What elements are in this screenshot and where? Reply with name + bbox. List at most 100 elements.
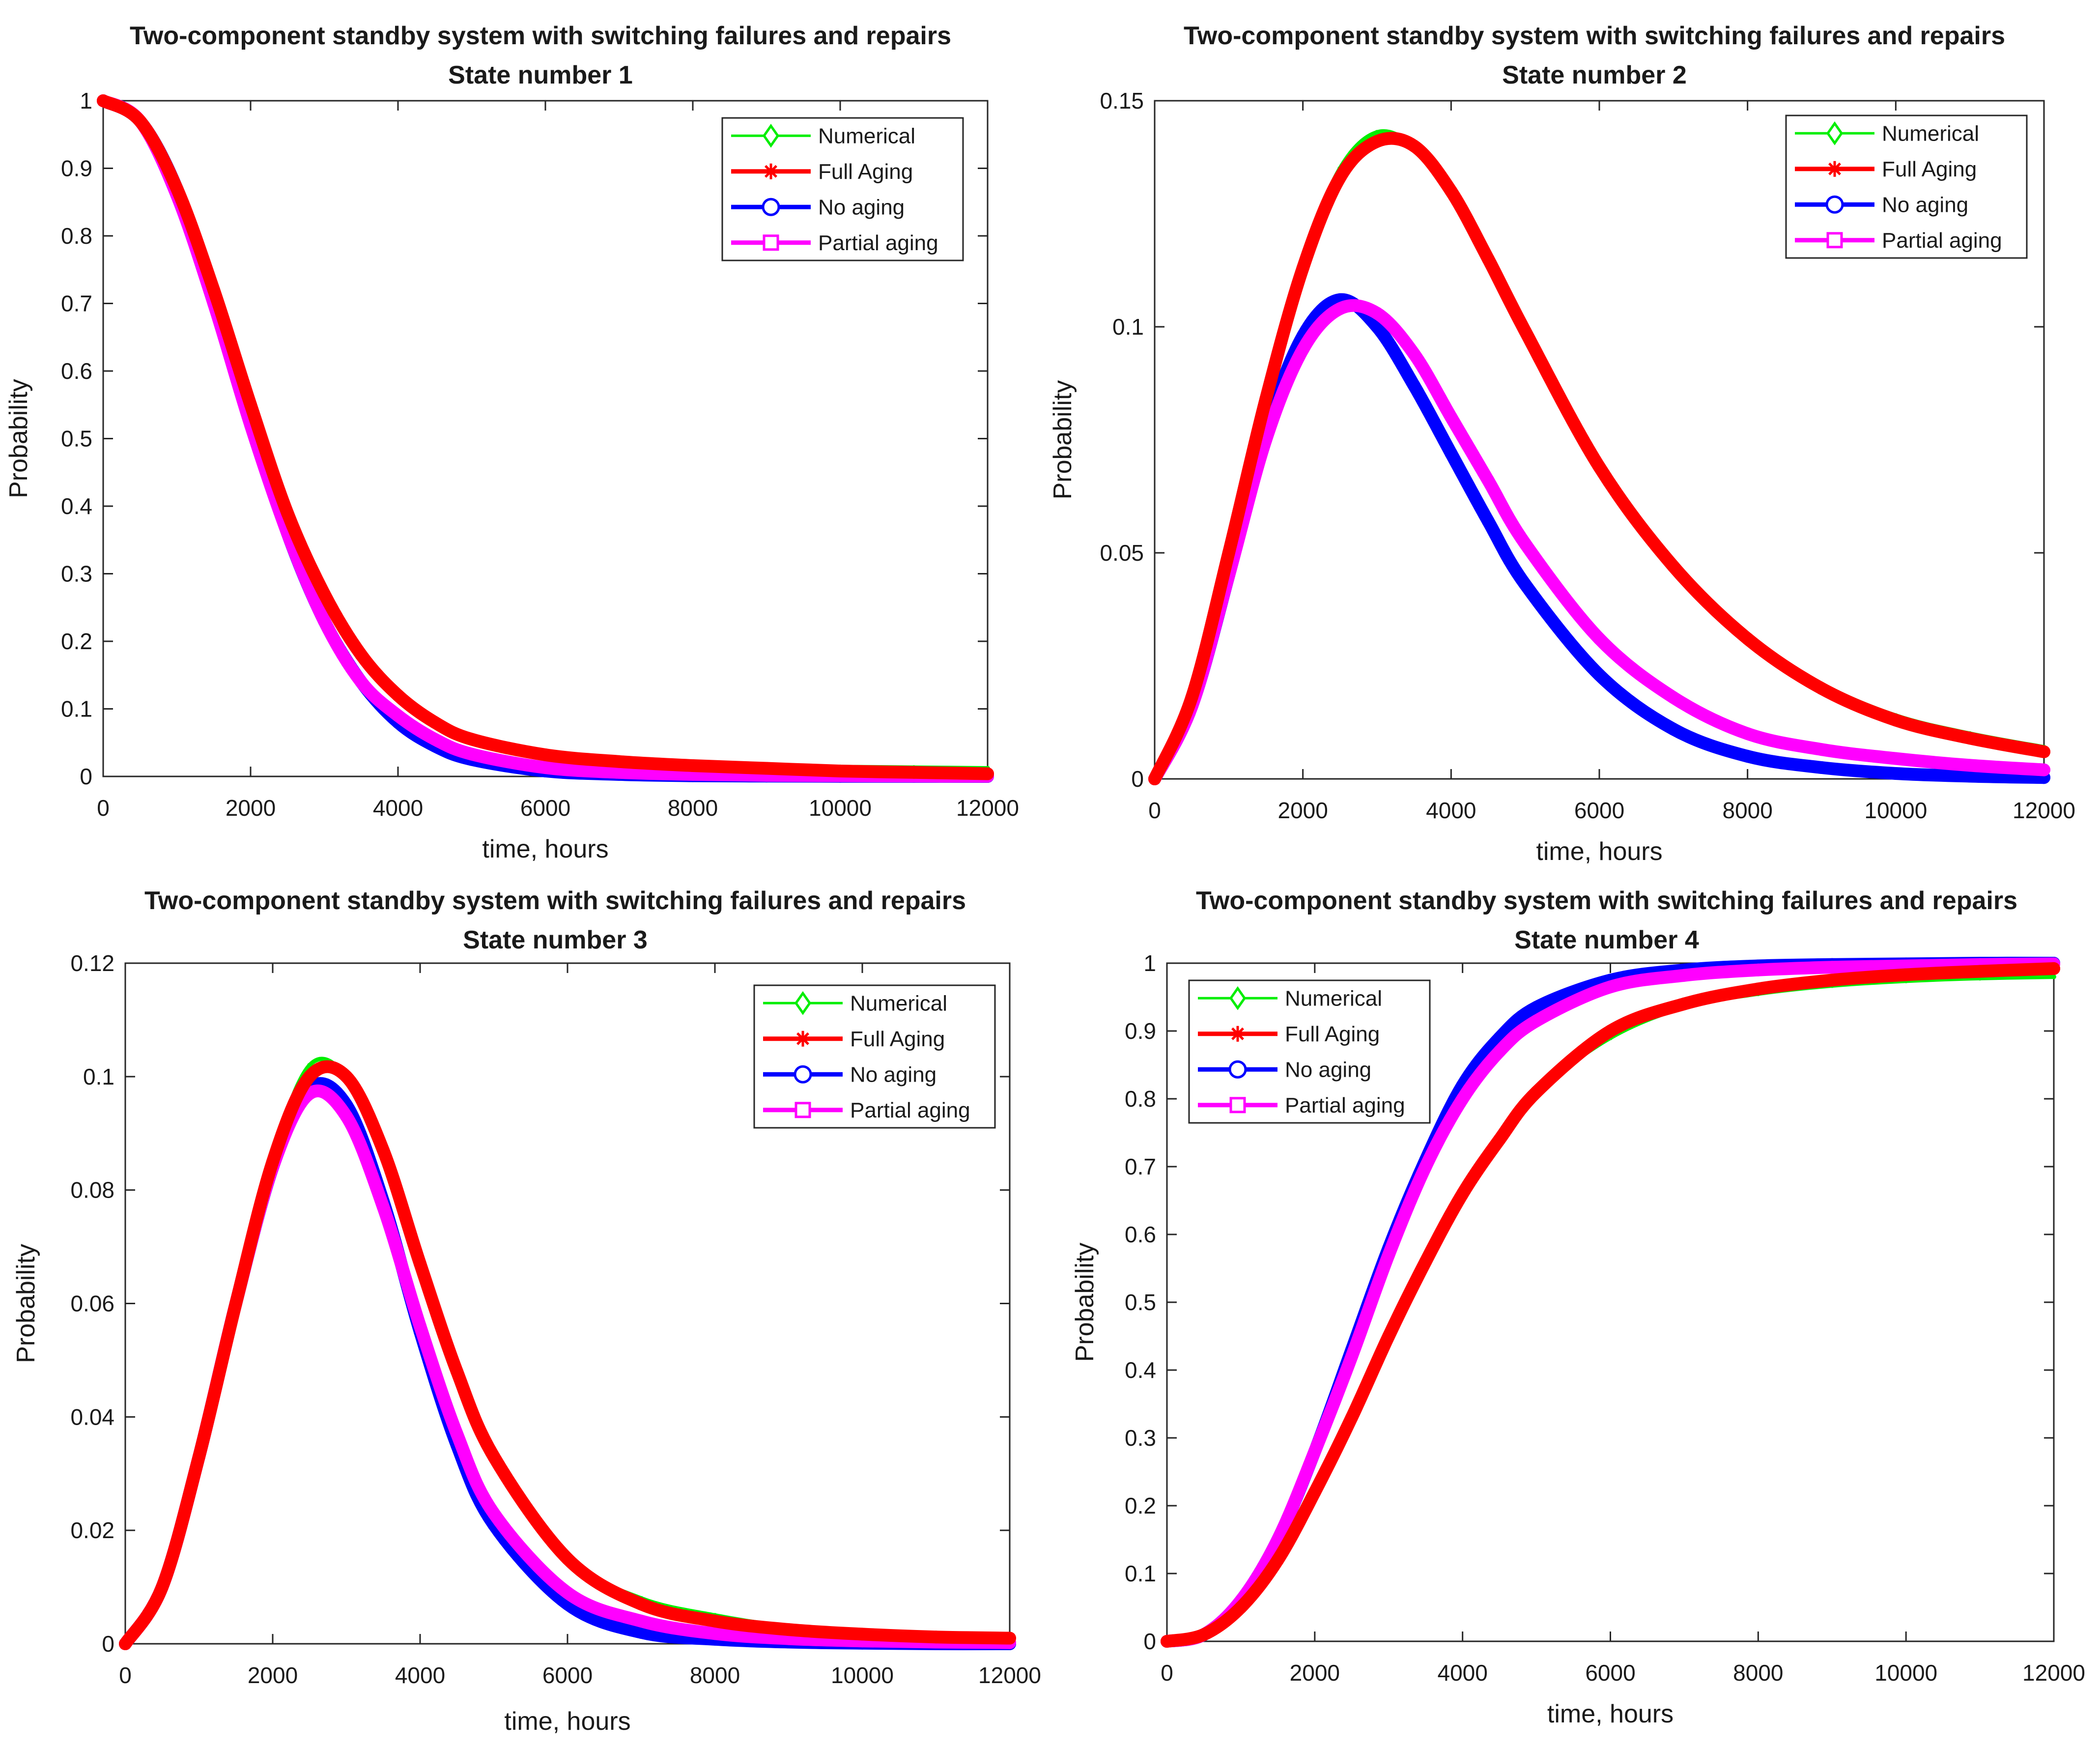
panel-a-legend: Numerical Full Aging No aging Partial aging [721,117,964,261]
panel-b-series [1148,129,2050,785]
panel-b-title: Two-component standby system with switch… [1184,22,2005,50]
x-tick-label: 12000 [2022,1660,2085,1686]
data-point [1419,1160,1432,1173]
data-point [392,689,404,702]
data-point [1308,1486,1321,1499]
y-tick-label: 0.1 [1125,1561,1156,1586]
data-point [377,1144,390,1157]
data-point [1889,714,1902,727]
data-point [635,1626,648,1639]
data-point [1741,727,1754,740]
data-point [355,675,368,688]
data-point [1963,732,1977,745]
panel-b-plot: 0 2000 4000 6000 8000 10000 12000 0 0.05 0.1 0.15 t… [1049,88,2075,866]
data-point [930,1631,942,1644]
x-tick-label: 6000 [1574,798,1624,823]
x-tick-label: 2000 [1277,798,1328,823]
data-point [1530,1086,1543,1099]
y-tick-label: 0.6 [61,358,92,384]
data-point [134,114,146,128]
panel-b-legend: Numerical Full Aging No aging Partial aging [1785,114,2028,259]
x-tick-label: 2000 [248,1662,298,1688]
data-point [1382,1330,1395,1343]
data-point [2038,745,2050,758]
data-point [1374,130,1380,135]
legend-marker-asterisk [1827,161,1843,177]
data-point [487,1507,500,1520]
data-point [1197,1628,1211,1641]
y-tick-label: 0.05 [1100,540,1144,566]
x-axis-label: time, hours [504,1707,630,1736]
y-tick-label: 0.4 [61,493,92,519]
x-tick-label: 4000 [1437,1660,1487,1686]
legend-marker-square [1826,232,1843,249]
data-point [1296,343,1309,356]
data-point [1445,411,1458,424]
x-tick-label: 2000 [226,795,276,821]
data-point [414,1257,426,1270]
data-point [1519,537,1532,550]
data-point [1667,691,1680,704]
data-point [709,1627,721,1640]
data-point [1407,347,1420,361]
legend-label: No aging [850,1062,936,1087]
data-point [428,716,441,729]
panel-a-plot: 0 2000 4000 6000 8000 10000 12000 0 0.1 0.2 0.3 0.4… [4,88,1019,863]
y-tick-label: 0.9 [61,156,92,181]
x-tick-label: 10000 [1874,1660,1937,1686]
data-point [1963,759,1977,772]
data-point [1741,750,1754,763]
data-point [1825,973,1839,987]
data-point [908,766,920,779]
y-tick-label: 0.5 [1125,1289,1156,1315]
legend-label: Numerical [1882,121,1979,145]
x-tick-label: 6000 [520,795,570,821]
data-point [1604,980,1617,994]
panel-a-subtitle: State number 1 [448,61,633,89]
y-tick-label: 0.9 [1125,1018,1156,1044]
legend-label: Partial aging [818,231,938,255]
panel-c: Two-component standby system with switch… [12,887,1041,1736]
data-point [318,614,331,628]
data-point [1445,185,1458,198]
panel-d-plot: 0 2000 4000 6000 8000 10000 12000 0 0.1 0.2 0.3 0.4… [1071,950,2085,1728]
panel-d: Two-component standby system with switch… [1071,887,2085,1728]
data-point [613,755,625,768]
data-point [760,762,773,775]
data-point [1815,743,1828,756]
data-point [355,648,368,661]
x-tick-label: 10000 [1864,798,1927,823]
data-point [1222,546,1235,559]
x-tick-label: 12000 [956,795,1019,821]
data-point [244,398,257,411]
y-tick-label: 0.8 [61,223,92,249]
legend-box [1785,114,2028,259]
data-point [561,1586,574,1600]
data-point [1334,302,1347,315]
y-tick-label: 0.4 [1125,1357,1156,1383]
legend-box [721,117,964,261]
legend-label: Full Aging [850,1027,945,1051]
data-point [2047,962,2060,975]
y-tick-label: 0.5 [61,426,92,452]
panel-c-series [119,1057,1016,1651]
x-axis-label: time, hours [1547,1700,1674,1728]
data-point [1334,171,1347,184]
data-point [834,765,847,777]
data-point [1148,773,1161,785]
x-tick-label: 0 [1148,798,1161,823]
legend-box [753,984,996,1129]
y-tick-label: 0.1 [61,696,92,722]
data-point [1407,379,1420,392]
data-point [635,1614,648,1628]
data-point [170,182,183,195]
data-point [266,1155,279,1168]
data-point [465,747,478,761]
y-axis-label: Probability [1071,1243,1099,1362]
data-point [377,1201,390,1214]
legend-marker-diamond [762,123,780,148]
x-tick-label: 4000 [373,795,423,821]
data-point [1259,393,1273,406]
legend-marker-diamond [794,991,812,1015]
x-tick-label: 0 [119,1662,132,1688]
